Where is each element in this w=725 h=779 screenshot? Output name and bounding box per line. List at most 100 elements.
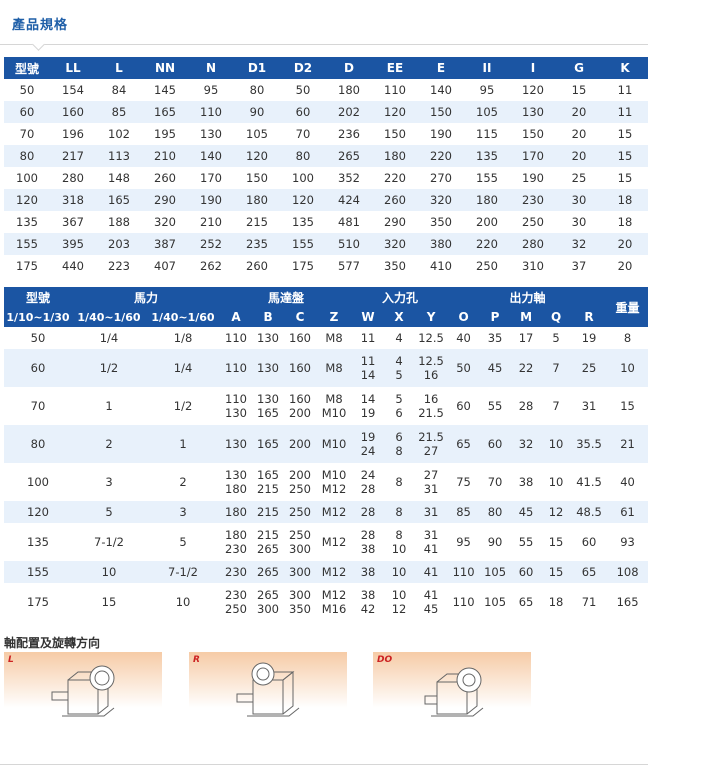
table-cell: 24 28 [352,463,384,501]
cell-value: 110 [452,595,475,609]
table-cell: 130 165 [252,387,284,425]
table-cell: 55 [479,387,511,425]
cell-value: 5 [395,368,403,382]
cell-value: M10 [321,437,347,451]
cell-value: 27 [423,468,439,482]
table-cell: 5 [541,327,571,349]
spec-table-dimensions: 型號 LL L NN N D1 D2 D EE E II I G K 50 154 84 145 95 80 50 18… [4,57,648,277]
cell-value: 38 [360,565,376,579]
table-cell: 8 10 [384,523,414,561]
table-cell: 260 [372,189,418,211]
cell-value: 60 [30,361,46,375]
table-cell: 310 [522,259,544,273]
table-cell: 60 [448,387,479,425]
cell-value: 38 [360,542,376,556]
cell-value: 130 [225,437,247,451]
cell-value: 1/2 [173,399,193,413]
table-cell: 93 [607,523,648,561]
table-cell: 200 250 [284,463,316,501]
cell-value: 90 [487,535,503,549]
table-cell: 4 [384,327,414,349]
table-cell: 367 [62,215,84,229]
table-cell: 18 [602,189,648,211]
table-cell: 1/2 [146,387,220,425]
col-group-motor: 馬達盤 [220,287,353,307]
arrangement-label: L [8,655,14,665]
cell-value: 24 [360,468,376,482]
cell-value: 130 [225,468,247,482]
cell-value: 4 [395,331,403,345]
cell-value: 1/8 [173,331,193,345]
cell-value: 10 [391,588,407,602]
table-row: 100 280 148 260 170 150 100 352 220 270 155 190 25 15 [4,167,648,189]
table-cell: 7 [541,387,571,425]
table-cell: 12 [541,501,572,523]
tab-product-spec[interactable]: 產品規格 [12,18,69,33]
cell-value: M12 [321,588,347,602]
table-cell: 130 [252,349,285,387]
cell-value: 8 [395,444,403,458]
table-cell: 210 [200,215,222,229]
cell-value: M8 [325,392,343,406]
table-cell: 150 [418,101,464,123]
table-cell: 50 [19,83,35,97]
col-group-output: 出力軸 [448,287,608,307]
table-cell: 250 [284,501,317,523]
table-cell: 165 [96,189,142,211]
table-cell: 15 [602,145,648,167]
table-cell: 15 [617,127,633,141]
table-cell: 380 [418,233,464,255]
table-cell: 105 [479,561,512,583]
cell-value: 200 [289,468,311,482]
cell-value: 31 [581,399,597,413]
cell-value: M8 [325,331,343,345]
table-cell: 14 19 [352,387,384,425]
table-cell: 200 [476,215,498,229]
table-cell: 40 [448,327,479,349]
table-cell: 65 [448,425,480,463]
table-cell: 32 [511,425,542,463]
table-cell: 190 [430,127,452,141]
cell-value: 28 [518,399,534,413]
table-cell: 100 [4,463,72,501]
table-cell: 387 [142,233,188,255]
cell-value: 45 [518,505,534,519]
table-cell: 140 [430,83,452,97]
cell-value: 28 [360,505,376,519]
cell-value: 215 [257,528,279,542]
table-cell: 40 [607,463,648,501]
cell-value: 41 [423,542,439,556]
table-cell: 90 [234,101,280,123]
table-cell: 155 [476,171,498,185]
column-header: K [602,57,648,79]
table-cell: 16 21.5 [414,387,448,425]
table-cell: 31 41 [414,523,448,561]
table-cell: 7-1/2 [146,561,221,583]
table-cell: 1/8 [146,327,220,349]
table-cell: M10 M12 [316,463,352,501]
table-cell: 21.5 27 [414,425,449,463]
table-cell: 15 [541,561,572,583]
table-cell: 3 [146,501,221,523]
table-cell: 290 [142,189,188,211]
table-cell: 170 [200,171,222,185]
cell-value: 10 [391,565,407,579]
column-header: E [418,57,464,79]
table-cell: 27 31 [414,463,448,501]
table-cell: 165 215 [252,463,284,501]
cell-value: 14 [360,392,376,406]
tab-caret-icon [32,38,45,51]
table-cell: 440 [62,259,84,273]
table-row: 175 15 10 230 250 265 300 300 350 M12 M16 38 42 10 12 4… [4,583,648,621]
cell-value: 28 [360,528,376,542]
table-cell: 1/2 [72,349,146,387]
table-row: 155 10 7-1/2 230 265 300 M12 38 10 41 110 105 60 15 65… [4,561,649,583]
cell-value: 2 [179,475,187,489]
cell-value: 230 [225,565,247,579]
table-cell: 105 [464,101,510,123]
table-cell: 110 [188,101,234,123]
column-header: 型號 [4,57,50,79]
table-cell: 35.5 [571,425,608,463]
table-cell: 510 [326,233,372,255]
table-cell: 165 [607,583,648,621]
